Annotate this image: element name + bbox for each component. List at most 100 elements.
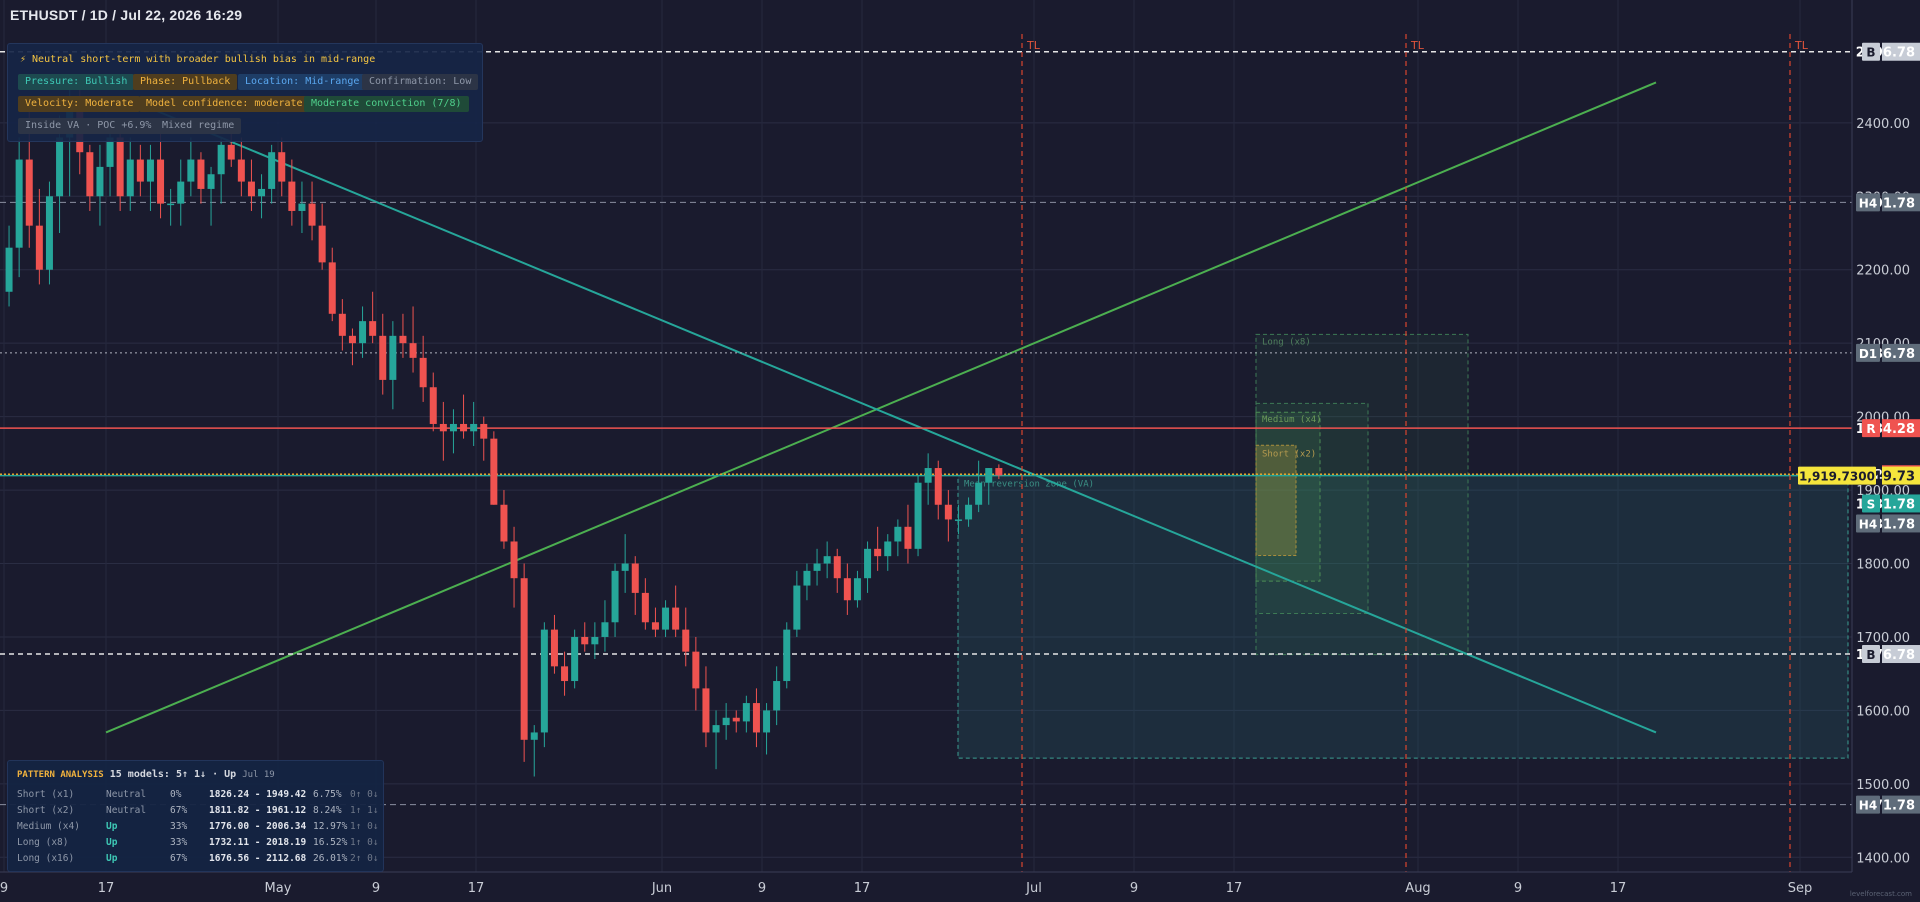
pattern-change: 8.24%: [313, 805, 342, 816]
pressure-chip: Pressure: Bullish: [18, 74, 135, 90]
candle-body: [692, 651, 700, 689]
candle-body: [500, 504, 508, 542]
candle-body: [318, 225, 326, 263]
pattern-horizon: Long (x8): [17, 837, 69, 848]
candle-body: [227, 144, 235, 160]
candle-body: [460, 423, 468, 432]
level-tag: S: [1867, 497, 1876, 511]
level-tag-bg: [1856, 193, 1880, 212]
candle-body: [35, 225, 43, 270]
price-tick-label: 2200.00: [1856, 264, 1910, 279]
summary-panel: ⚡ Neutral short-term with broader bullis…: [7, 43, 483, 142]
candle-body: [975, 482, 983, 505]
price-tick-label: 1800.00: [1856, 558, 1910, 573]
price-tick-label: 1500.00: [1856, 778, 1910, 793]
pattern-range: 1732.11 - 2018.19: [209, 837, 307, 848]
price-tick-label: 1600.00: [1856, 704, 1910, 719]
candle-body: [510, 541, 518, 579]
time-tick-label: 17: [468, 881, 485, 896]
candle-body: [258, 188, 266, 197]
price-tag-bg: [1882, 514, 1920, 533]
candle-body: [621, 563, 629, 571]
candle-body: [742, 703, 750, 722]
tl-marker-label: TL: [1794, 39, 1809, 52]
candle-body: [490, 438, 498, 505]
zone-label: Medium (x4): [1262, 415, 1322, 425]
candle-body: [631, 563, 639, 593]
level-tag: D1: [1859, 347, 1877, 361]
value-area-chip: Inside VA · POC +6.9%: [18, 118, 159, 134]
candle-body: [5, 247, 13, 292]
candle-body: [924, 468, 932, 483]
candle-body: [611, 570, 619, 623]
candle-body: [278, 152, 286, 182]
pattern-direction: Up: [106, 821, 118, 832]
pattern-percent: 33%: [170, 837, 188, 848]
candle-body: [540, 629, 548, 733]
price-tag-bg: [1882, 466, 1920, 485]
price-tick-label: 1700.00: [1856, 631, 1910, 646]
candle-body: [823, 556, 831, 564]
candle-body: [672, 607, 680, 630]
candle-body: [136, 159, 144, 182]
zone-label: Mean reversion zone (VA): [964, 479, 1094, 489]
candle-body: [328, 262, 336, 314]
zone-label: Short (x2): [1262, 449, 1316, 459]
level-tag-bg: [1856, 795, 1880, 814]
candle-body: [187, 159, 195, 182]
candle-body: [338, 313, 346, 336]
level-tag: H4: [1859, 196, 1877, 210]
pattern-change: 26.01%: [313, 853, 348, 864]
level-tag-bg: [1862, 494, 1880, 513]
price-tag-bg: [1882, 645, 1920, 664]
time-tick-label: 9: [372, 881, 380, 896]
candle-body: [965, 504, 973, 520]
vertical-markers: TL TL TL: [1021, 34, 1809, 872]
level-tag-bg: [1862, 42, 1880, 61]
pattern-votes: 1↑ 0↓: [350, 837, 379, 848]
price-tick-label: 2400.00: [1856, 117, 1910, 132]
candle-body: [763, 710, 771, 733]
pattern-percent: 33%: [170, 821, 188, 832]
candle-body: [288, 181, 296, 211]
regime-chip: Mixed regime: [155, 118, 242, 134]
candle-body: [409, 343, 417, 358]
candle-body: [247, 181, 255, 197]
pattern-change: 16.52%: [313, 837, 348, 848]
time-tick-label: Jun: [651, 881, 672, 896]
candle-body: [833, 556, 841, 579]
level-tag: H4: [1859, 799, 1877, 813]
pattern-models-summary: 15 models: 5↑ 1↓ · Up: [109, 769, 237, 780]
location-chip: Location: Mid-range: [238, 74, 367, 90]
time-tick-label: 17: [854, 881, 871, 896]
level-tag: 1,919.7300: [1799, 470, 1875, 484]
time-tick-label: 9: [1130, 881, 1138, 896]
pattern-percent: 67%: [170, 853, 188, 864]
value-area-zone: [957, 474, 1849, 759]
candle-body: [86, 152, 94, 197]
candle-body: [783, 629, 791, 682]
time-tick-label: Sep: [1788, 881, 1813, 896]
candle-body: [530, 732, 538, 740]
long-x8-zone: [1255, 402, 1369, 614]
candle-body: [712, 725, 720, 733]
level-tag-bg: [1856, 514, 1880, 533]
pattern-change: 12.97%: [313, 821, 348, 832]
candle-body: [954, 519, 962, 521]
candle-body: [722, 717, 730, 726]
summary-headline: ⚡ Neutral short-term with broader bullis…: [20, 54, 376, 65]
candle-body: [520, 578, 528, 740]
pattern-votes: 0↑ 0↓: [350, 789, 379, 800]
candle-body: [601, 622, 609, 637]
candle-body: [369, 321, 377, 336]
time-axis[interactable]: 9 17 May 9 17 Jun 9 17 Jul 9 17 Aug 9 17 Sep: [0, 871, 1852, 896]
price-tag-bg: [1882, 494, 1920, 513]
candle-body: [197, 159, 205, 189]
candle-body: [207, 174, 215, 189]
tl-marker-label: TL: [1026, 39, 1041, 52]
time-tick-label: 9: [758, 881, 766, 896]
price-tag-bg: [1882, 42, 1920, 61]
candle-body: [985, 468, 993, 483]
candle-body: [429, 387, 437, 424]
